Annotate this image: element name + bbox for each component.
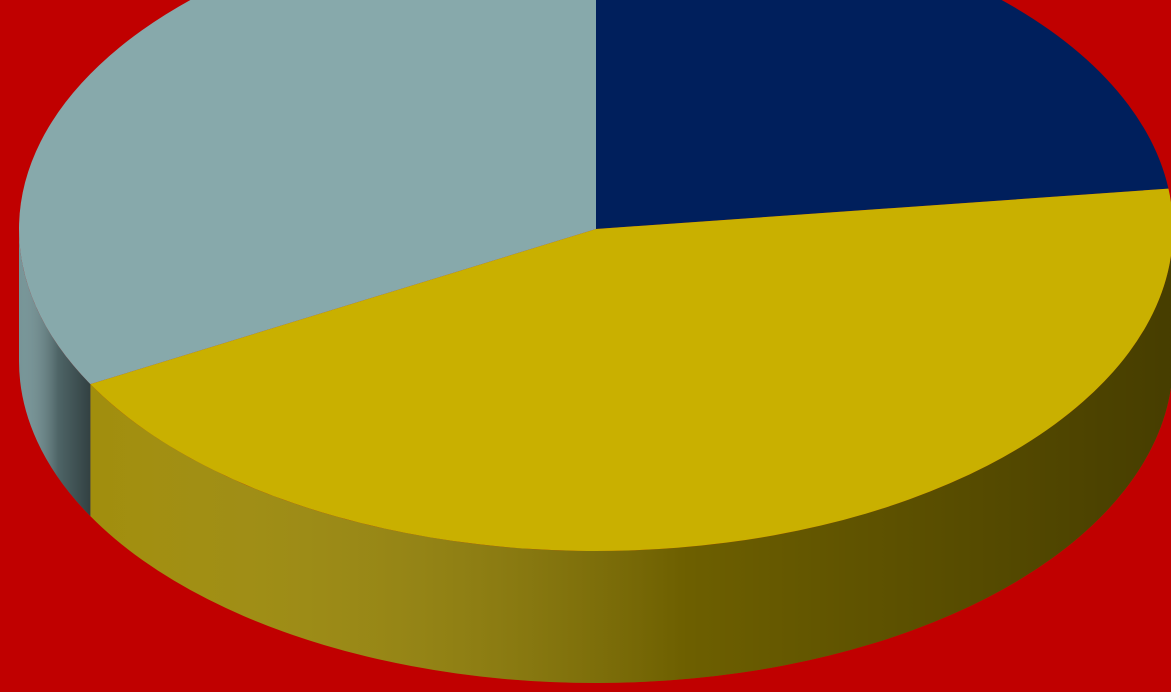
- pie-slice-2: [90, 188, 1171, 551]
- pie-slice-side-shade-3: [19, 229, 91, 517]
- pie-slice-side-shade-2: [90, 255, 1171, 683]
- pie-slice-1: [596, 0, 1169, 229]
- pie-sides: [19, 229, 1171, 683]
- pie-tops: [19, 0, 1171, 551]
- pie-slice-3: [19, 0, 596, 385]
